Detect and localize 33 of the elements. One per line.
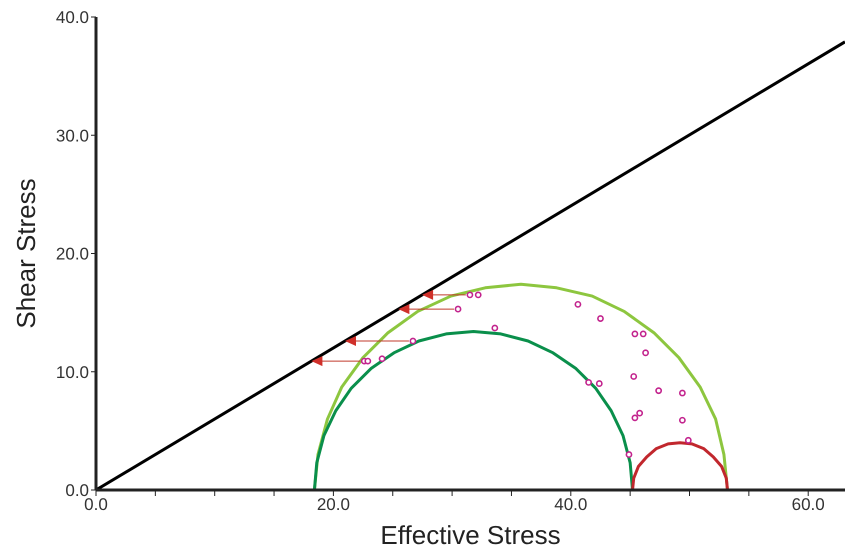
point [585,378,592,386]
x-tick-label: 20.0 [316,495,350,514]
y-tick-label: 10.0 [56,362,89,382]
point [640,330,647,338]
point [597,315,604,322]
x-tick-label: 60.0 [792,495,825,514]
point [474,291,482,298]
x-tick-label: 40.0 [554,495,588,514]
point [632,330,638,338]
x-tick-label: 0.0 [84,495,108,514]
y-tick-label: 20.0 [56,244,89,264]
point [410,338,416,344]
point [378,355,386,362]
point [596,380,603,387]
point [678,416,686,424]
y-axis-title: Shear Stress [11,178,42,329]
point [491,324,498,332]
point [626,451,632,458]
point [630,373,638,380]
y-tick-label: 30.0 [56,126,89,146]
point [632,414,638,422]
point [684,436,692,444]
point [466,291,474,298]
point [678,390,686,396]
line-series [312,330,634,490]
point [636,410,644,417]
y-tick-label: 40.0 [56,8,89,28]
point [655,387,662,394]
point [364,358,372,365]
point [642,349,649,356]
point [454,306,462,312]
point [574,300,582,308]
x-axis-title: Effective Stress [380,520,561,546]
